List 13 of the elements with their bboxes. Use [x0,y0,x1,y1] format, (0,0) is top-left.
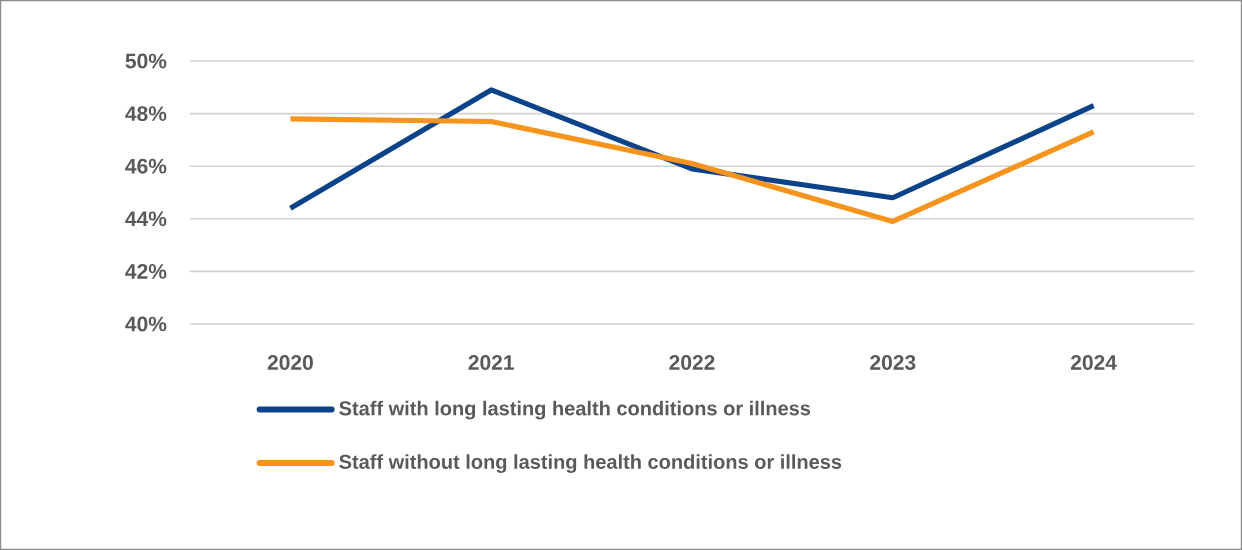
x-tick-label: 2020 [267,355,313,370]
y-tick-label: 50% [125,53,167,69]
x-tick-label: 2022 [669,355,715,370]
y-tick-label: 46% [125,158,167,174]
x-tick-label: 2024 [1070,355,1117,370]
y-tick-label: 48% [125,106,167,122]
x-tick-label: 2021 [468,355,514,370]
legend-label: Staff without long lasting health conditions or illness [339,454,842,473]
y-tick-label: 40% [125,316,167,332]
y-tick-label: 44% [125,211,167,227]
y-tick-label: 42% [125,263,167,279]
x-tick-label: 2023 [870,355,916,370]
legend-label: Staff with long lasting health conditions or illness [339,400,811,420]
